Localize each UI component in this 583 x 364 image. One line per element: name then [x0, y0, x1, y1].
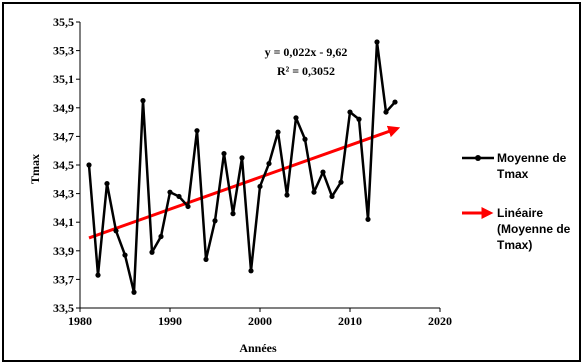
y-tick-label: 33,5	[53, 301, 74, 315]
tmax-point	[194, 128, 200, 134]
tmax-point	[302, 136, 308, 142]
tmax-point	[131, 289, 137, 295]
legend-series2-label-1: Linéaire	[497, 206, 543, 220]
tmax-point	[185, 203, 191, 210]
legend-series2-label-3: Tmax)	[497, 238, 532, 252]
r-squared: R² = 0,3052	[277, 64, 335, 78]
x-tick-label: 2020	[428, 314, 452, 328]
tmax-point	[122, 252, 128, 258]
x-tick-label: 2010	[338, 314, 362, 328]
equation-line: y = 0,022x - 9,62	[265, 45, 348, 59]
tmax-point	[95, 272, 101, 278]
y-tick-label: 34,9	[53, 101, 74, 115]
tmax-point	[257, 183, 263, 190]
tmax-series-line	[87, 40, 396, 294]
y-tick-label: 34,3	[53, 187, 74, 201]
x-tick-label: 1980	[68, 314, 92, 328]
tmax-point	[203, 256, 209, 262]
tmax-point	[113, 228, 119, 234]
tmax-point	[86, 162, 92, 168]
trend-line	[88, 125, 401, 240]
y-tick-label: 34,1	[53, 215, 74, 229]
x-axis-title: Années	[239, 341, 277, 355]
tmax-point	[167, 189, 173, 195]
y-tick-label: 33,7	[53, 272, 74, 286]
y-tick-label: 34,5	[53, 158, 74, 172]
tmax-point	[320, 169, 326, 175]
tmax-point	[140, 98, 146, 104]
tmax-point	[212, 218, 218, 224]
tmax-point	[365, 216, 371, 222]
tmax-point	[284, 192, 290, 198]
tmax-point	[311, 189, 317, 195]
tmax-point	[176, 193, 182, 200]
tmax-point	[392, 99, 398, 105]
x-tick-label: 2000	[248, 314, 272, 328]
y-tick-label: 35,5	[53, 15, 74, 29]
tmax-point	[266, 160, 272, 167]
tmax-point	[374, 39, 380, 45]
tmax-point	[356, 116, 362, 122]
tmax-point	[149, 249, 155, 255]
tmax-point	[248, 268, 254, 274]
legend-series2-label-2: (Moyenne de	[497, 222, 571, 236]
y-axis-title: Tmax	[28, 154, 42, 184]
tmax-point	[275, 129, 281, 135]
y-tick-label: 34,7	[53, 129, 74, 143]
tmax-point	[383, 109, 389, 115]
legend: Moyenne de Tmax Linéaire (Moyenne de Tma…	[462, 151, 571, 252]
y-tick-label: 35,1	[53, 72, 74, 86]
tmax-point	[230, 211, 236, 217]
tmax-point	[221, 150, 227, 157]
tmax-point	[293, 115, 299, 121]
tmax-point	[329, 193, 335, 200]
legend-series1-label-1: Moyenne de	[497, 151, 567, 165]
tmax-point	[158, 233, 164, 240]
y-tick-label: 33,9	[53, 244, 74, 258]
y-tick-label: 35,3	[53, 44, 74, 58]
tmax-point	[338, 179, 344, 185]
tmax-point	[239, 155, 245, 161]
tmax-point	[347, 109, 353, 115]
legend-series1-label-2: Tmax	[497, 167, 529, 181]
x-tick-label: 1990	[158, 314, 182, 328]
legend-series1-marker	[475, 155, 481, 161]
tmax-point	[104, 180, 110, 187]
